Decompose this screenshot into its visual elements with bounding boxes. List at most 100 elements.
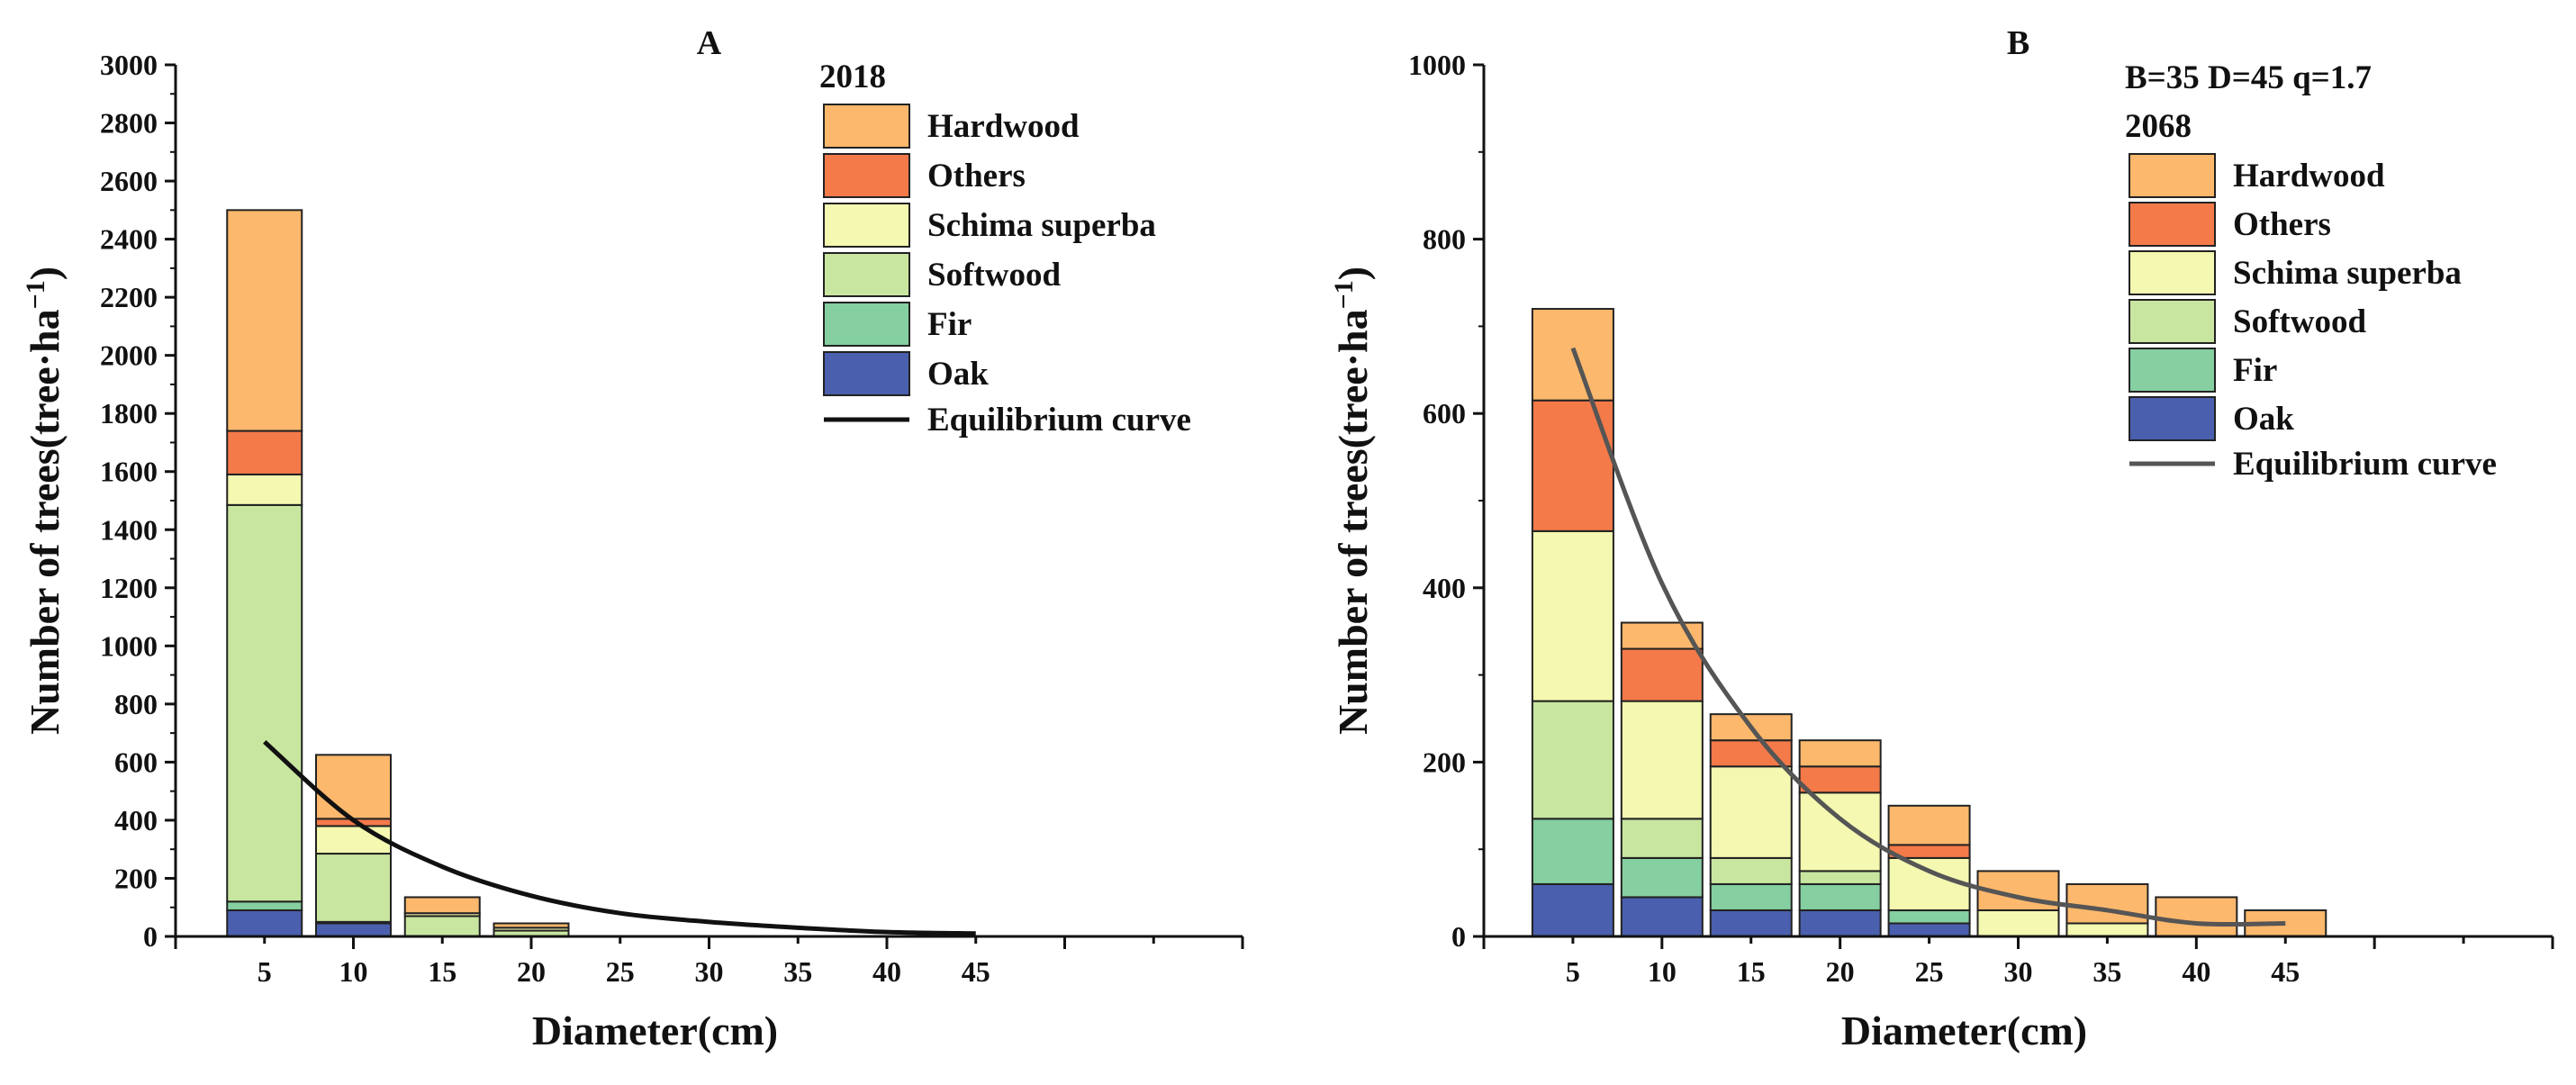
chart-panel-b: 0 200 400 600 800 1000 5 10 15 20 25 30 35 40 45 B Diame… xyxy=(1329,24,2554,1053)
y-axis-title-superscript: −1 xyxy=(1329,280,1359,309)
legend-swatch-schima-superba xyxy=(2129,250,2216,295)
bar-others-20 xyxy=(1798,765,1882,794)
y-tick-label: 1000 xyxy=(1408,49,1466,81)
bar-hardwood-15 xyxy=(403,896,481,915)
x-tick-label: 10 xyxy=(1648,955,1677,988)
y-tick-label: 1000 xyxy=(100,629,158,662)
chart-panel-a: 0 200 400 600 800 1000 1200 1400 1600 1800 2000 220… xyxy=(21,24,1244,1053)
x-tick-label: 20 xyxy=(1826,955,1855,988)
x-tick-label: 25 xyxy=(1915,955,1944,988)
bar-softwood-20 xyxy=(1798,870,1882,885)
x-tick-label: 45 xyxy=(2271,955,2300,988)
y-tick-label: 3000 xyxy=(100,49,158,81)
legend-label: Softwood xyxy=(2233,303,2366,340)
y-tick-label: 2600 xyxy=(100,165,158,197)
bar-oak-5 xyxy=(226,909,303,938)
y-tick-label: 400 xyxy=(1423,572,1466,604)
bar-schima-superba-10 xyxy=(315,825,392,855)
legend-label: Equilibrium curve xyxy=(927,402,1191,439)
y-axis-title: Number of trees(tree·ha−1) xyxy=(1329,267,1376,735)
bar-softwood-15 xyxy=(403,915,481,937)
x-tick-label: 30 xyxy=(2004,955,2033,988)
legend: B=35 D=45 q=1.7 2068 Hardwood Others Schima … xyxy=(2125,59,2497,483)
x-tick-label: 15 xyxy=(1737,955,1766,988)
bar-schima-superba-5 xyxy=(226,473,303,506)
x-tick-label: 20 xyxy=(517,955,546,988)
legend-label: Schima superba xyxy=(927,207,1156,244)
bar-fir-25 xyxy=(1887,909,1971,925)
bar-softwood-5 xyxy=(226,503,303,903)
y-tick-label: 600 xyxy=(114,746,158,778)
bar-schima-superba-10 xyxy=(1620,700,1704,820)
panel-label: A xyxy=(697,24,722,62)
y-tick-label: 200 xyxy=(1423,746,1466,778)
x-tick-label: 5 xyxy=(1566,955,1580,988)
bar-oak-10 xyxy=(315,922,392,937)
y-axis-title-end: ) xyxy=(22,267,68,280)
x-tick-label: 40 xyxy=(2182,955,2210,988)
x-tick-label: 35 xyxy=(2092,955,2121,988)
equilibrium-curve xyxy=(263,739,976,936)
equilibrium-curve xyxy=(1570,347,2286,927)
bar-hardwood-10 xyxy=(315,754,392,820)
bar-schima-superba-30 xyxy=(1976,909,2060,938)
bar-schima-superba-5 xyxy=(1531,529,1614,702)
y-axis-title-superscript: −1 xyxy=(21,280,50,309)
y-tick-label: 0 xyxy=(1451,920,1466,953)
legend-label: Schima superba xyxy=(2233,255,2462,292)
bar-softwood-10 xyxy=(315,853,392,923)
legend-swatch-schima-superba xyxy=(823,203,910,248)
bar-others-5 xyxy=(226,429,303,475)
legend-label: Softwood xyxy=(927,257,1061,294)
x-tick-label: 25 xyxy=(606,955,635,988)
bar-hardwood-5 xyxy=(226,209,303,432)
y-tick-label: 800 xyxy=(114,688,158,720)
bar-others-10 xyxy=(1620,647,1704,702)
bar-schima-superba-35 xyxy=(2065,922,2149,937)
legend-label: Fir xyxy=(927,306,972,343)
bar-schima-superba-20 xyxy=(1798,791,1882,873)
legend-label: Oak xyxy=(927,356,989,393)
x-tick-label: 15 xyxy=(428,955,456,988)
legend-label: Others xyxy=(2233,206,2331,243)
y-axis-title-main: Number of trees(tree·ha xyxy=(22,309,68,735)
x-tick-label: 35 xyxy=(783,955,812,988)
bar-fir-5 xyxy=(1531,818,1614,885)
y-tick-label: 0 xyxy=(143,920,158,953)
y-axis-title: Number of trees(tree·ha−1) xyxy=(21,267,68,735)
y-tick-label: 2000 xyxy=(100,339,158,372)
x-axis-title: Diameter(cm) xyxy=(532,1008,778,1053)
y-tick-label: 800 xyxy=(1423,223,1466,256)
legend-swatch-softwood xyxy=(2129,299,2216,344)
bar-oak-5 xyxy=(1531,882,1614,937)
legend-swatch-fir xyxy=(823,302,910,347)
x-tick-label: 30 xyxy=(695,955,724,988)
legend-swatch-softwood xyxy=(823,252,910,297)
bar-softwood-5 xyxy=(1531,700,1614,820)
x-axis-title: Diameter(cm) xyxy=(1841,1008,2087,1053)
x-tick-label: 40 xyxy=(872,955,901,988)
bar-fir-10 xyxy=(1620,856,1704,899)
y-tick-label: 1600 xyxy=(100,456,158,488)
bar-fir-20 xyxy=(1798,882,1882,911)
legend-swatch-hardwood xyxy=(823,104,910,149)
legend-swatch-oak xyxy=(823,351,910,396)
bar-fir-15 xyxy=(1709,882,1793,911)
legend-swatch-oak xyxy=(2129,396,2216,441)
y-tick-label: 1200 xyxy=(100,572,158,604)
y-axis-title-main: Number of trees(tree·ha xyxy=(1330,309,1376,735)
bar-schima-superba-15 xyxy=(1709,765,1793,859)
x-tick-label: 5 xyxy=(258,955,272,988)
legend: 2018 Hardwood Others Schima superba Softwood… xyxy=(819,59,1191,439)
x-tick-label: 10 xyxy=(339,955,368,988)
bar-hardwood-40 xyxy=(2155,896,2238,938)
y-tick-label: 1800 xyxy=(100,397,158,429)
bar-oak-15 xyxy=(1709,909,1793,938)
bar-oak-20 xyxy=(1798,909,1882,938)
bar-hardwood-35 xyxy=(2065,882,2149,925)
model-parameters: B=35 D=45 q=1.7 xyxy=(2125,59,2372,96)
panel-label: B xyxy=(2007,24,2029,62)
bar-oak-10 xyxy=(1620,896,1704,938)
legend-swatch-others xyxy=(823,153,910,198)
